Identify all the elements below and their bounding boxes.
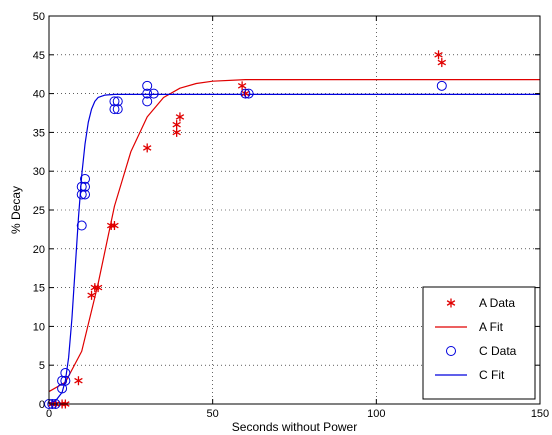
a-data-point bbox=[74, 376, 83, 386]
y-tick-label: 5 bbox=[39, 360, 45, 372]
a-data-point bbox=[237, 81, 247, 91]
c-data-point bbox=[240, 88, 251, 99]
legend-circle-swatch bbox=[446, 346, 456, 356]
a-data-point bbox=[172, 120, 181, 130]
a-data-point bbox=[87, 290, 96, 300]
a-data-point bbox=[437, 58, 447, 68]
a-data-point bbox=[175, 112, 185, 122]
axis-ticks bbox=[48, 15, 541, 405]
c-data-point bbox=[243, 88, 254, 99]
y-tick-label: 20 bbox=[33, 244, 45, 256]
c-data-point bbox=[80, 181, 91, 192]
legend-label: A Fit bbox=[479, 320, 504, 334]
y-tick-label: 50 bbox=[33, 11, 45, 23]
a-fit-line bbox=[48, 79, 540, 393]
c-data-point bbox=[80, 189, 91, 200]
y-tick-label: 0 bbox=[39, 399, 45, 411]
c-data-point bbox=[80, 173, 91, 184]
x-tick-label: 150 bbox=[531, 408, 549, 420]
y-tick-label: 30 bbox=[33, 166, 45, 178]
legend-label: C Fit bbox=[479, 368, 505, 382]
y-tick-label: 35 bbox=[33, 127, 45, 139]
x-axis-title: Seconds without Power bbox=[232, 420, 357, 434]
y-tick-label: 15 bbox=[33, 283, 45, 295]
a-data-point bbox=[434, 50, 443, 60]
x-tick-label: 0 bbox=[46, 408, 52, 420]
legend-label: C Data bbox=[479, 344, 517, 358]
legend-box bbox=[422, 286, 536, 400]
y-axis-title: % Decay bbox=[9, 186, 23, 234]
c-data-point bbox=[112, 96, 123, 107]
legend: A Data A Fit C Data C Fit bbox=[422, 286, 536, 400]
c-data-point bbox=[436, 80, 447, 91]
legend-label: A Data bbox=[479, 296, 515, 310]
a-data-point bbox=[90, 283, 100, 293]
c-data-point bbox=[148, 88, 159, 99]
y-tick-label: 25 bbox=[33, 205, 45, 217]
c-data-point bbox=[60, 367, 71, 378]
c-data-point bbox=[142, 80, 153, 91]
a-data-point bbox=[106, 221, 116, 231]
a-data-point bbox=[110, 221, 119, 231]
fit-lines bbox=[48, 79, 540, 404]
c-data-point bbox=[142, 88, 153, 99]
y-tick-label: 10 bbox=[33, 321, 45, 333]
x-tick-label: 50 bbox=[207, 408, 219, 420]
legend-asterisk-swatch bbox=[446, 298, 456, 308]
c-data-point bbox=[112, 104, 123, 115]
a-data-point bbox=[93, 283, 103, 293]
y-tick-label: 45 bbox=[33, 50, 45, 62]
x-tick-label: 100 bbox=[367, 408, 385, 420]
c-data-point bbox=[76, 220, 87, 231]
c-data-point bbox=[60, 375, 71, 386]
a-data-point bbox=[142, 143, 152, 153]
data-markers bbox=[44, 50, 447, 409]
y-tick-label: 40 bbox=[33, 89, 45, 101]
a-data-point bbox=[172, 127, 181, 137]
tick-labels: 0 50 100 150 0 5 10 15 20 25 30 35 40 45 50 bbox=[33, 11, 549, 420]
c-fit-line bbox=[48, 93, 540, 404]
c-data-point bbox=[142, 96, 153, 107]
